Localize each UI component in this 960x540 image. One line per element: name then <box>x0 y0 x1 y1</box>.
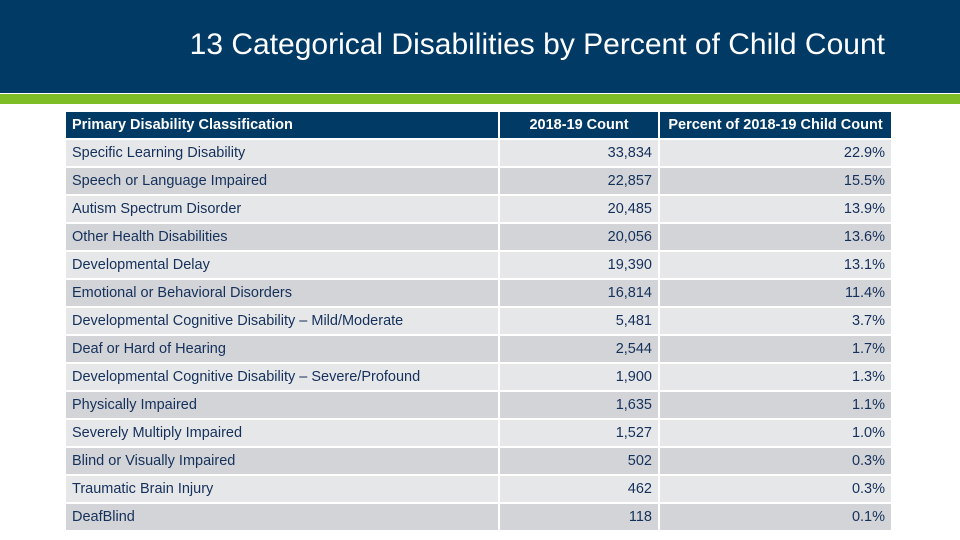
table-row: Developmental Cognitive Disability – Sev… <box>66 364 891 390</box>
table-row: Specific Learning Disability 33,834 22.9% <box>66 140 891 166</box>
column-header-percent: Percent of 2018-19 Child Count <box>660 112 891 138</box>
table-row: Physically Impaired 1,635 1.1% <box>66 392 891 418</box>
count-cell: 462 <box>500 476 658 502</box>
percent-cell: 22.9% <box>660 140 891 166</box>
classification-cell: Physically Impaired <box>66 392 498 418</box>
count-cell: 1,900 <box>500 364 658 390</box>
percent-cell: 1.1% <box>660 392 891 418</box>
percent-cell: 0.3% <box>660 448 891 474</box>
classification-cell: Specific Learning Disability <box>66 140 498 166</box>
classification-cell: Severely Multiply Impaired <box>66 420 498 446</box>
classification-cell: Autism Spectrum Disorder <box>66 196 498 222</box>
table-row: Emotional or Behavioral Disorders 16,814 1… <box>66 280 891 306</box>
header-bar <box>0 0 960 93</box>
table-row: DeafBlind 118 0.1% <box>66 504 891 530</box>
table-row: Developmental Delay 19,390 13.1% <box>66 252 891 278</box>
count-cell: 118 <box>500 504 658 530</box>
percent-cell: 1.7% <box>660 336 891 362</box>
count-cell: 16,814 <box>500 280 658 306</box>
table-row: Other Health Disabilities 20,056 13.6% <box>66 224 891 250</box>
classification-cell: Developmental Delay <box>66 252 498 278</box>
count-cell: 502 <box>500 448 658 474</box>
classification-cell: Emotional or Behavioral Disorders <box>66 280 498 306</box>
percent-cell: 3.7% <box>660 308 891 334</box>
classification-cell: Deaf or Hard of Hearing <box>66 336 498 362</box>
percent-cell: 13.9% <box>660 196 891 222</box>
classification-cell: Other Health Disabilities <box>66 224 498 250</box>
classification-cell: DeafBlind <box>66 504 498 530</box>
percent-cell: 0.1% <box>660 504 891 530</box>
percent-cell: 0.3% <box>660 476 891 502</box>
table-header-row: Primary Disability Classification 2018-1… <box>66 112 891 138</box>
count-cell: 2,544 <box>500 336 658 362</box>
count-cell: 22,857 <box>500 168 658 194</box>
accent-stripe <box>0 94 960 104</box>
table-row: Developmental Cognitive Disability – Mil… <box>66 308 891 334</box>
table-row: Autism Spectrum Disorder 20,485 13.9% <box>66 196 891 222</box>
count-cell: 20,056 <box>500 224 658 250</box>
table-row: Traumatic Brain Injury 462 0.3% <box>66 476 891 502</box>
classification-cell: Blind or Visually Impaired <box>66 448 498 474</box>
percent-cell: 15.5% <box>660 168 891 194</box>
count-cell: 1,635 <box>500 392 658 418</box>
classification-cell: Developmental Cognitive Disability – Sev… <box>66 364 498 390</box>
percent-cell: 11.4% <box>660 280 891 306</box>
count-cell: 1,527 <box>500 420 658 446</box>
count-cell: 33,834 <box>500 140 658 166</box>
percent-cell: 13.1% <box>660 252 891 278</box>
table-row: Deaf or Hard of Hearing 2,544 1.7% <box>66 336 891 362</box>
page-title: 13 Categorical Disabilities by Percent o… <box>189 28 885 61</box>
column-header-classification: Primary Disability Classification <box>66 112 498 138</box>
classification-cell: Developmental Cognitive Disability – Mil… <box>66 308 498 334</box>
column-header-count: 2018-19 Count <box>500 112 658 138</box>
count-cell: 19,390 <box>500 252 658 278</box>
disability-table: Primary Disability Classification 2018-1… <box>64 110 893 532</box>
percent-cell: 13.6% <box>660 224 891 250</box>
classification-cell: Speech or Language Impaired <box>66 168 498 194</box>
table-row: Severely Multiply Impaired 1,527 1.0% <box>66 420 891 446</box>
count-cell: 5,481 <box>500 308 658 334</box>
percent-cell: 1.3% <box>660 364 891 390</box>
table-row: Speech or Language Impaired 22,857 15.5% <box>66 168 891 194</box>
percent-cell: 1.0% <box>660 420 891 446</box>
classification-cell: Traumatic Brain Injury <box>66 476 498 502</box>
table-row: Blind or Visually Impaired 502 0.3% <box>66 448 891 474</box>
count-cell: 20,485 <box>500 196 658 222</box>
